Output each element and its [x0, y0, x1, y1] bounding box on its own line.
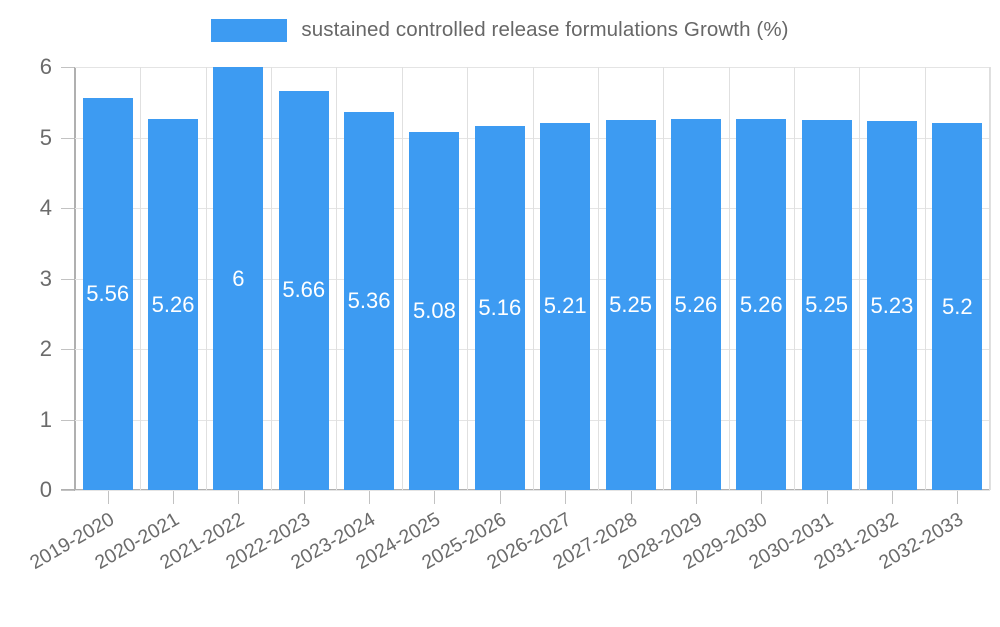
- gridline-vertical: [401, 67, 403, 490]
- bar[interactable]: [82, 98, 133, 490]
- chart-legend: sustained controlled release formulation…: [0, 14, 1000, 46]
- y-tick-mark: [61, 490, 74, 491]
- bar-chart: sustained controlled release formulation…: [0, 14, 1000, 574]
- bar[interactable]: [866, 121, 917, 490]
- bar[interactable]: [736, 119, 787, 490]
- y-tick-mark: [61, 349, 74, 350]
- legend-item-label: sustained controlled release formulation…: [301, 18, 789, 41]
- gridline-vertical: [924, 67, 926, 490]
- y-tick-mark: [61, 208, 74, 209]
- x-tick-mark: [565, 491, 567, 504]
- bar[interactable]: [670, 119, 721, 490]
- bar[interactable]: [540, 122, 591, 490]
- x-tick-mark: [173, 491, 175, 504]
- plot-area: 5.56 5.26 6 5.66 5.36 5.08 5.16 5.21 5.25 5.26 5.2…: [75, 67, 991, 491]
- bar[interactable]: [409, 131, 460, 490]
- y-tick-label: 6: [39, 54, 52, 79]
- y-tick-label: 5: [39, 124, 52, 150]
- plot-right-border: [989, 67, 990, 490]
- x-tick-mark: [891, 491, 893, 504]
- bar[interactable]: [474, 126, 525, 490]
- gridline-vertical: [990, 67, 991, 490]
- x-tick-mark: [434, 491, 436, 504]
- x-tick-mark: [107, 491, 109, 504]
- x-tick-mark: [761, 491, 763, 504]
- x-tick-mark: [369, 491, 371, 504]
- bar[interactable]: [605, 119, 656, 490]
- y-tick-label: 4: [39, 195, 52, 220]
- y-tick-mark: [61, 137, 74, 139]
- gridline-vertical: [467, 67, 469, 490]
- bar[interactable]: [344, 112, 395, 490]
- gridline-vertical: [793, 67, 795, 490]
- x-tick-mark: [499, 491, 501, 504]
- bar[interactable]: [213, 67, 264, 490]
- x-tick-mark: [826, 491, 828, 504]
- gridline-vertical: [532, 67, 534, 490]
- y-tick-label: 2: [39, 336, 52, 361]
- gridline-vertical: [859, 67, 861, 490]
- gridline-vertical: [336, 67, 338, 490]
- bar[interactable]: [932, 123, 983, 490]
- y-tick-label: 1: [39, 406, 52, 432]
- gridline-vertical: [140, 67, 142, 490]
- y-tick-label: 0: [39, 477, 52, 502]
- x-tick-mark: [957, 491, 959, 504]
- bar[interactable]: [801, 119, 852, 490]
- gridline-vertical: [728, 67, 730, 490]
- x-tick-mark: [303, 491, 305, 504]
- y-tick-label: 3: [39, 265, 52, 291]
- y-tick-mark: [61, 278, 74, 280]
- gridline-vertical: [205, 67, 207, 490]
- y-tick-mark: [61, 419, 74, 421]
- gridline-vertical: [271, 67, 273, 490]
- bar[interactable]: [148, 119, 199, 490]
- legend-item-series-0[interactable]: sustained controlled release formulation…: [211, 18, 788, 42]
- gridline-vertical: [663, 67, 665, 490]
- x-tick-mark: [630, 491, 632, 504]
- x-tick-mark: [695, 491, 697, 504]
- y-tick-mark: [61, 67, 74, 68]
- gridline-horizontal: [75, 490, 990, 491]
- legend-color-swatch-icon: [211, 18, 288, 42]
- gridline-vertical: [597, 67, 599, 490]
- x-tick-mark: [238, 491, 240, 504]
- bar[interactable]: [278, 90, 329, 490]
